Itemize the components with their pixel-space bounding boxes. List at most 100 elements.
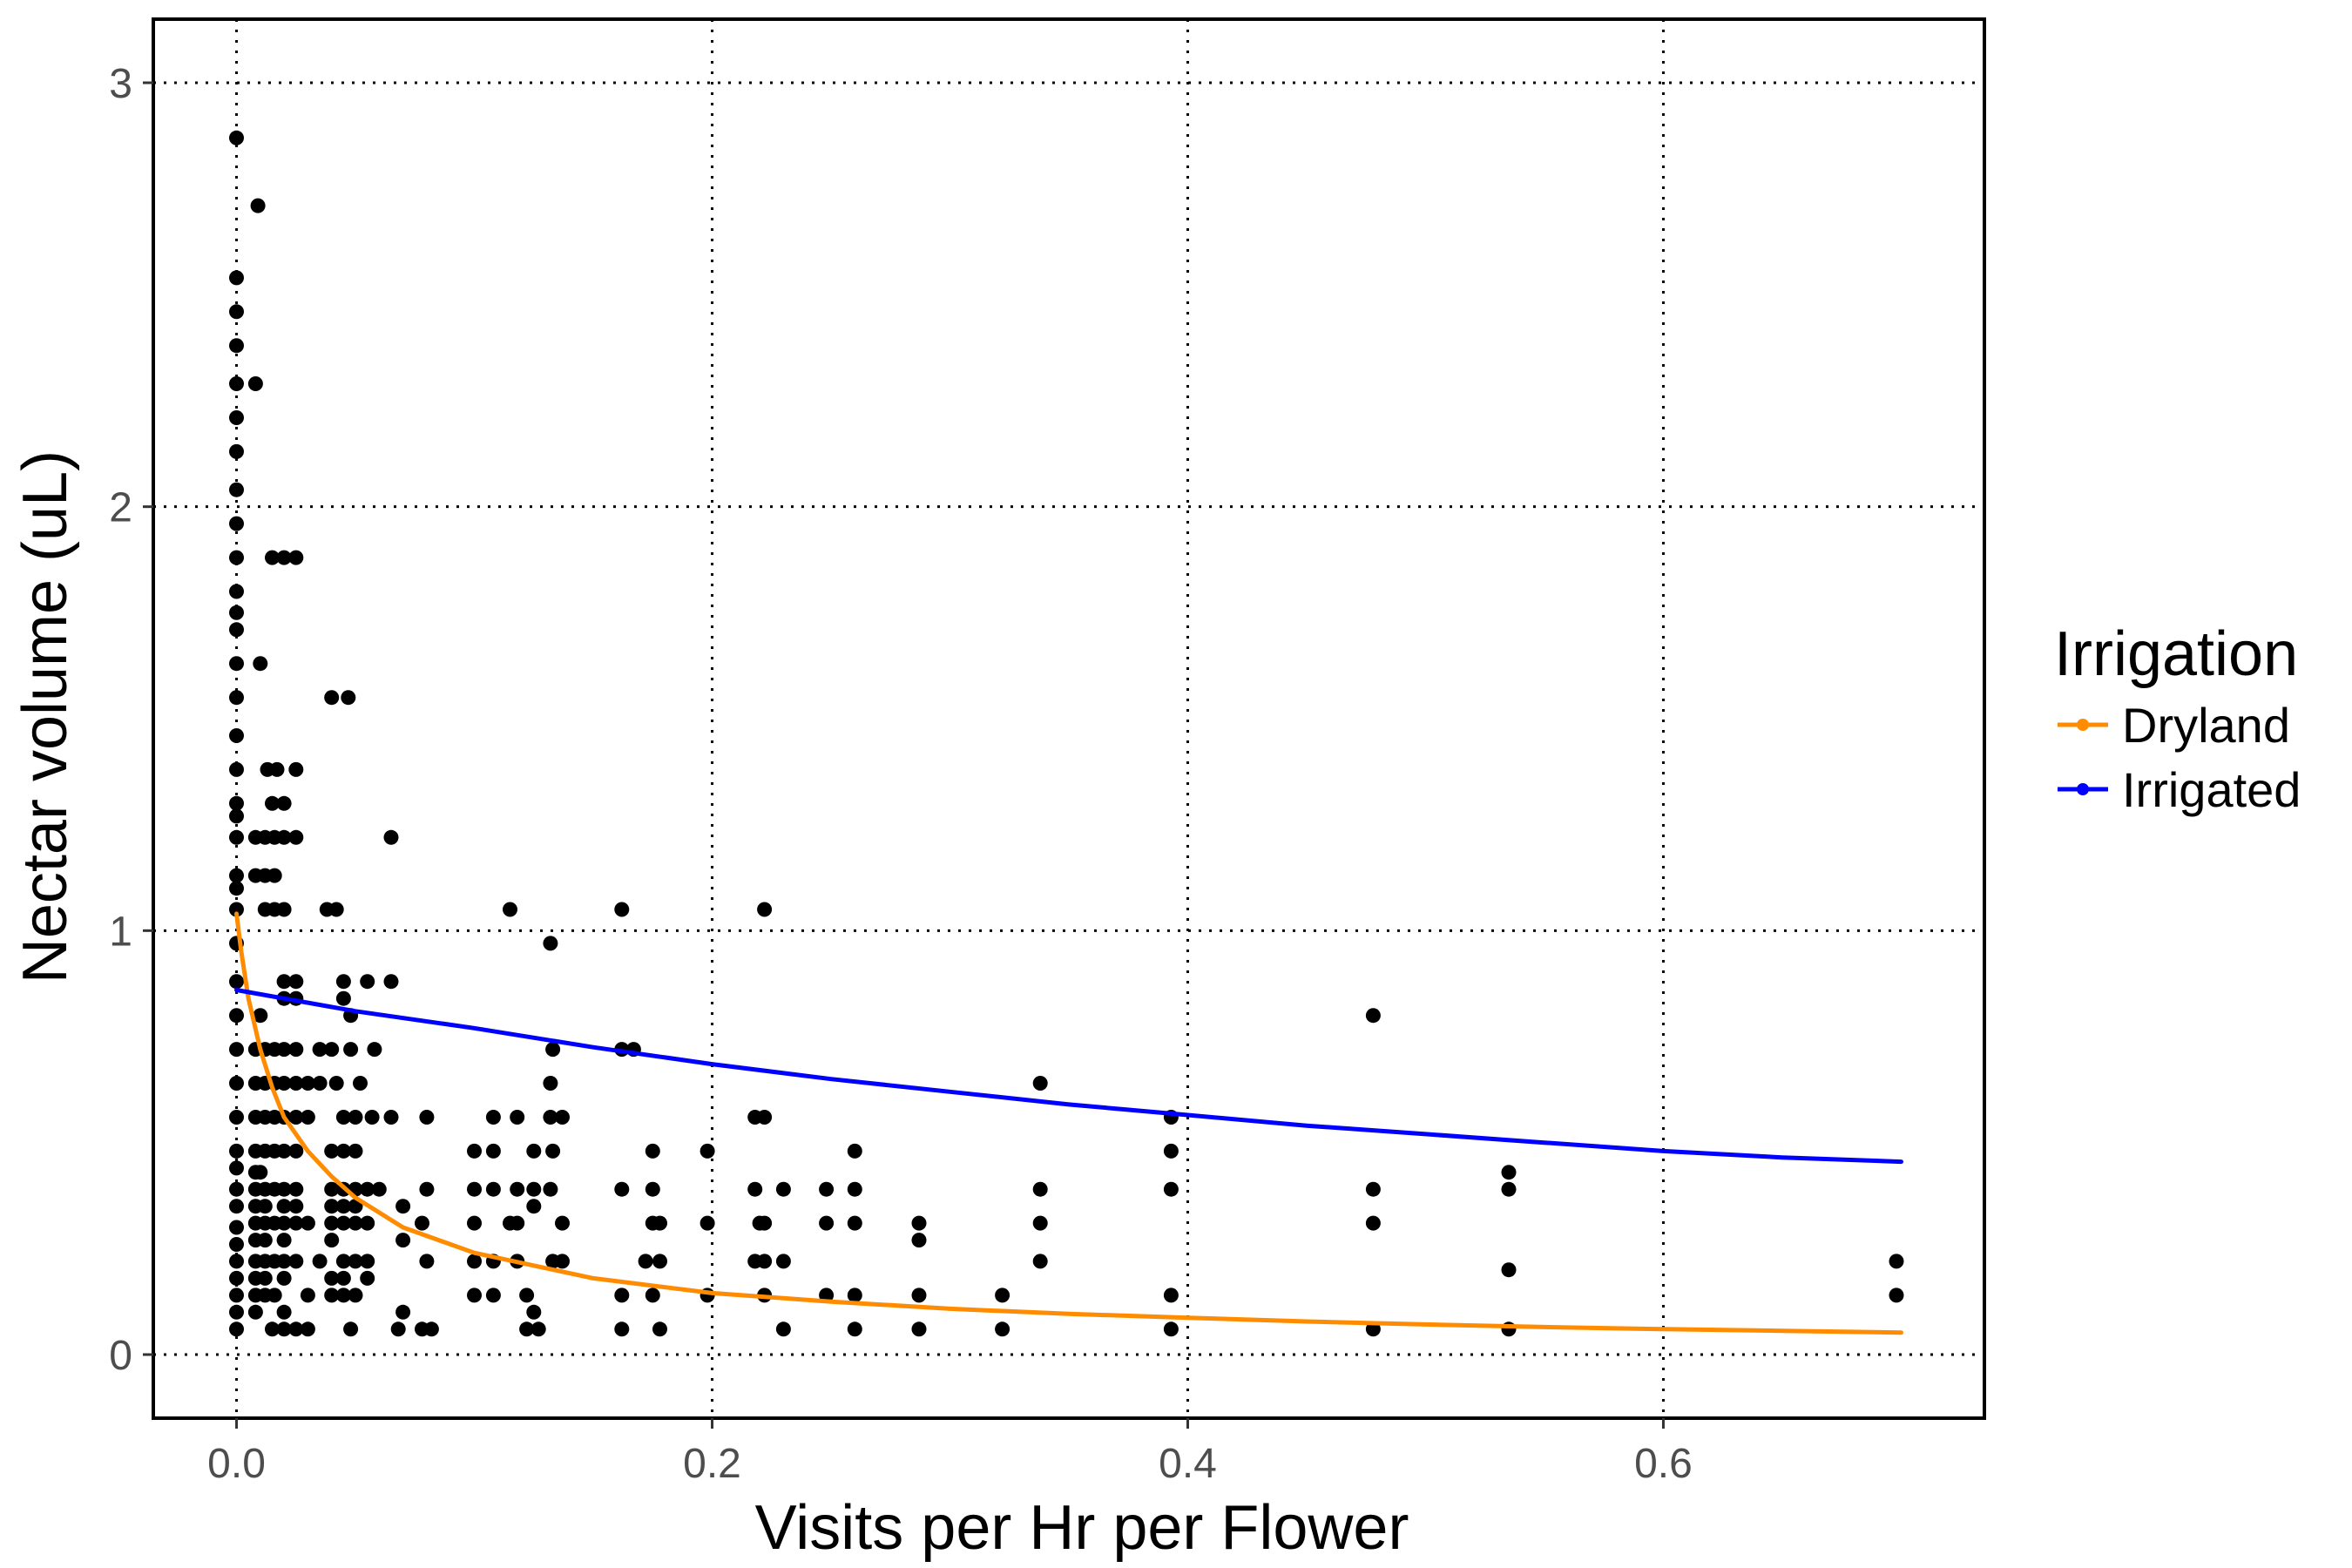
y-tick-label-2: 2 bbox=[109, 485, 132, 531]
data-point-10 bbox=[229, 516, 244, 531]
grid-lines bbox=[153, 19, 1984, 1418]
x-axis-title: Visits per Hr per Flower bbox=[755, 1493, 1409, 1563]
data-point-184 bbox=[335, 1215, 351, 1231]
data-point-57 bbox=[288, 829, 304, 845]
data-point-227 bbox=[775, 1254, 791, 1269]
legend-entry-irrigated: Irrigated bbox=[2058, 762, 2301, 817]
data-point-21 bbox=[229, 829, 244, 845]
data-point-258 bbox=[276, 1304, 292, 1320]
data-point-252 bbox=[847, 1288, 862, 1303]
data-point-34 bbox=[229, 1199, 244, 1214]
data-point-256 bbox=[1889, 1288, 1904, 1303]
data-point-228 bbox=[1032, 1254, 1048, 1269]
data-point-166 bbox=[1365, 1181, 1381, 1197]
data-point-33 bbox=[229, 1181, 244, 1197]
y-tick-label-0: 0 bbox=[109, 1333, 132, 1379]
data-point-8 bbox=[229, 443, 244, 459]
data-point-234 bbox=[335, 1270, 351, 1286]
data-point-253 bbox=[911, 1288, 927, 1303]
data-point-150 bbox=[360, 1181, 375, 1197]
data-point-185 bbox=[348, 1215, 363, 1231]
data-point-205 bbox=[324, 1233, 340, 1248]
data-point-72 bbox=[288, 974, 304, 990]
data-point-51 bbox=[265, 795, 280, 811]
data-point-35 bbox=[229, 1220, 244, 1235]
data-point-213 bbox=[312, 1254, 328, 1269]
data-point-254 bbox=[995, 1288, 1010, 1303]
data-point-6 bbox=[247, 376, 263, 391]
plot-panel-border bbox=[152, 17, 1986, 1420]
y-axis-title: Nectar volume (uL) bbox=[10, 450, 80, 983]
data-point-67 bbox=[503, 902, 517, 917]
data-point-44 bbox=[288, 550, 304, 565]
data-point-137 bbox=[847, 1143, 862, 1159]
data-point-102 bbox=[353, 1076, 368, 1091]
data-point-28 bbox=[229, 1042, 244, 1058]
data-point-32 bbox=[229, 1160, 244, 1176]
data-point-97 bbox=[276, 1076, 292, 1091]
data-point-41 bbox=[229, 1321, 244, 1337]
data-point-103 bbox=[543, 1076, 558, 1091]
data-point-201 bbox=[1365, 1215, 1381, 1231]
data-point-56 bbox=[276, 829, 292, 845]
legend: Irrigation Dryland Irrigated bbox=[2054, 619, 2301, 817]
data-point-197 bbox=[819, 1215, 835, 1231]
data-point-47 bbox=[341, 690, 356, 706]
data-point-257 bbox=[247, 1304, 263, 1320]
data-point-87 bbox=[312, 1042, 328, 1058]
data-point-207 bbox=[911, 1233, 927, 1248]
data-point-132 bbox=[485, 1143, 501, 1159]
data-point-151 bbox=[371, 1181, 387, 1197]
data-point-188 bbox=[467, 1215, 482, 1231]
data-point-117 bbox=[510, 1110, 525, 1125]
data-point-68 bbox=[614, 902, 630, 917]
x-tick-label-2: 0.4 bbox=[1159, 1441, 1217, 1487]
data-point-183 bbox=[324, 1215, 340, 1231]
data-point-135 bbox=[645, 1143, 660, 1159]
data-point-200 bbox=[1032, 1215, 1048, 1231]
data-point-232 bbox=[276, 1270, 292, 1286]
data-point-147 bbox=[324, 1181, 340, 1197]
data-point-235 bbox=[360, 1270, 375, 1286]
data-point-275 bbox=[911, 1321, 927, 1337]
data-point-231 bbox=[257, 1270, 273, 1286]
data-point-134 bbox=[545, 1143, 561, 1159]
data-point-79 bbox=[253, 1008, 268, 1024]
data-point-121 bbox=[757, 1110, 773, 1125]
data-point-152 bbox=[419, 1181, 435, 1197]
data-point-215 bbox=[348, 1254, 363, 1269]
data-point-222 bbox=[555, 1254, 570, 1269]
data-point-181 bbox=[288, 1215, 304, 1231]
data-point-70 bbox=[543, 936, 558, 951]
data-point-156 bbox=[526, 1181, 542, 1197]
data-point-104 bbox=[1032, 1076, 1048, 1091]
data-point-167 bbox=[1501, 1181, 1517, 1197]
data-point-163 bbox=[847, 1181, 862, 1197]
data-point-11 bbox=[229, 550, 244, 565]
series-line-irrigated bbox=[234, 988, 1903, 1165]
data-point-71 bbox=[276, 974, 292, 990]
data-point-81 bbox=[1365, 1008, 1381, 1024]
data-point-69 bbox=[757, 902, 773, 917]
data-point-0 bbox=[229, 130, 244, 145]
data-point-16 bbox=[229, 690, 244, 706]
data-point-160 bbox=[747, 1181, 763, 1197]
y-tick-label-1: 1 bbox=[109, 909, 132, 955]
data-point-161 bbox=[775, 1181, 791, 1197]
data-point-101 bbox=[328, 1076, 344, 1091]
data-point-46 bbox=[324, 690, 340, 706]
x-tick-label-3: 0.6 bbox=[1634, 1441, 1693, 1487]
data-point-128 bbox=[324, 1143, 340, 1159]
x-tick-label-0: 0.0 bbox=[207, 1441, 266, 1487]
data-point-40 bbox=[229, 1304, 244, 1320]
data-point-17 bbox=[229, 728, 244, 743]
legend-label: Dryland bbox=[2122, 698, 2290, 753]
data-point-61 bbox=[267, 868, 282, 883]
data-point-224 bbox=[652, 1254, 667, 1269]
data-point-244 bbox=[467, 1288, 482, 1303]
data-point-211 bbox=[276, 1254, 292, 1269]
legend-key-point bbox=[2077, 783, 2089, 795]
data-point-196 bbox=[757, 1215, 773, 1231]
data-point-66 bbox=[328, 902, 344, 917]
